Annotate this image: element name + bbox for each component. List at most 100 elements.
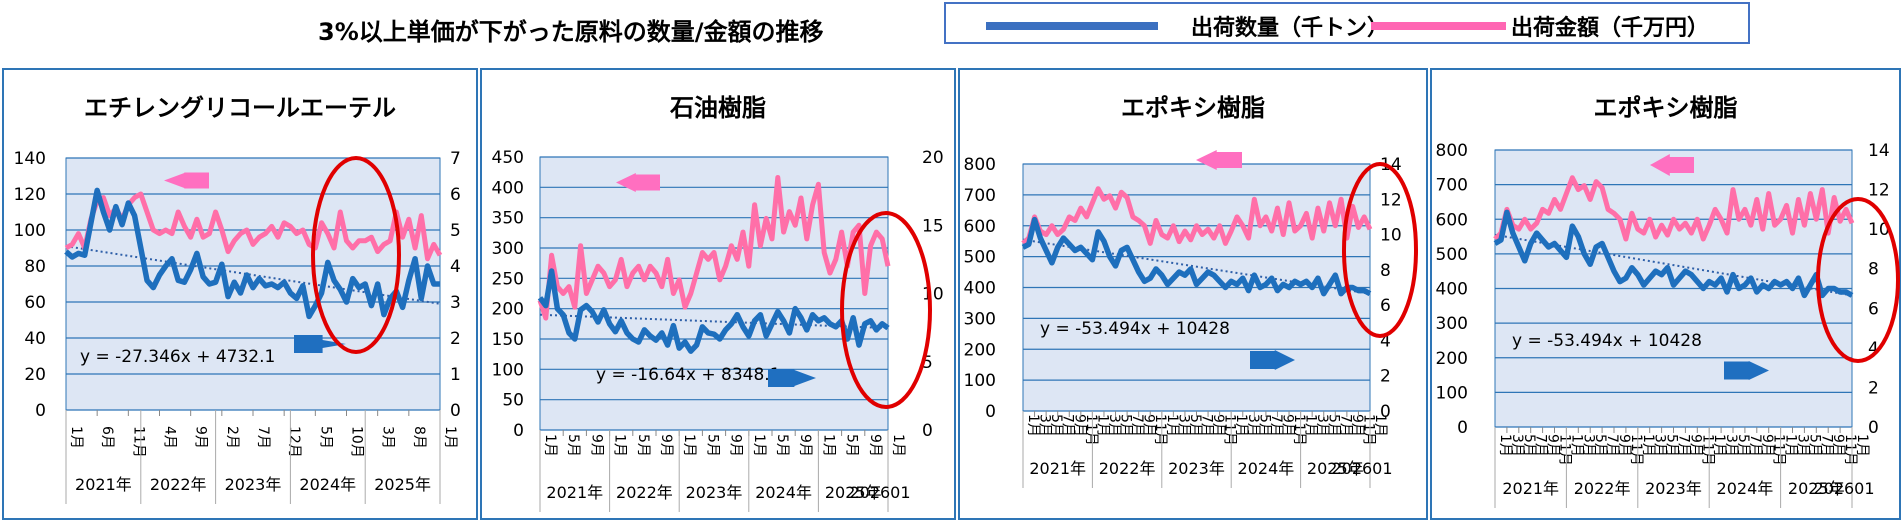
y-tick-label: 100 bbox=[492, 360, 524, 380]
x-tick-label: 9月 bbox=[1071, 414, 1087, 437]
y-tick-label: 0 bbox=[1457, 418, 1468, 438]
axis-arrow-right-blue bbox=[1250, 350, 1295, 370]
x-tick-label: 5月 bbox=[1664, 434, 1680, 457]
year-label: 2023年 bbox=[1645, 479, 1702, 498]
y-tick-label: 500 bbox=[964, 248, 996, 268]
y2-tick-label: 1 bbox=[450, 365, 461, 385]
x-tick-label: 3月 bbox=[1580, 434, 1596, 457]
y2-tick-label: 15 bbox=[922, 216, 944, 236]
legend-label-amount: 出荷金額（千万円） bbox=[1511, 16, 1710, 41]
x-tick-label: 10月 bbox=[349, 426, 365, 458]
chart-panel-ethylene-glycol-ether: エチレングリコールエーテル 0 20 40 60 80 100 120 140 0 1 2 3 4 5 6 7… bbox=[2, 68, 478, 520]
x-tick-label: 4月 bbox=[162, 426, 178, 449]
y2-tick-label: 8 bbox=[1380, 261, 1391, 281]
y-tick-label: 400 bbox=[492, 178, 524, 198]
x-tick-label: 1月 bbox=[1094, 414, 1110, 437]
y-tick-label: 0 bbox=[513, 421, 524, 441]
x-tick-label: 3月 bbox=[1652, 434, 1668, 457]
page-title: 3%以上単価が下がった原料の数量/金額の推移 bbox=[318, 18, 824, 46]
x-tick-label: 11月 bbox=[1291, 414, 1307, 446]
year-label: 2025年 bbox=[825, 483, 882, 502]
y-tick-label: 300 bbox=[492, 239, 524, 259]
year-label: 2021年 bbox=[546, 483, 603, 502]
y2-tick-label: 4 bbox=[1380, 331, 1391, 351]
legend-swatch-amount bbox=[1371, 22, 1506, 30]
year-label: 2022年 bbox=[1574, 479, 1631, 498]
y-tick-label: 140 bbox=[14, 149, 46, 169]
axis-arrow-left-pink bbox=[1196, 150, 1242, 170]
series-line-amount bbox=[537, 174, 891, 321]
x-tick-label: 3月 bbox=[1314, 414, 1330, 437]
chart-title: エチレングリコールエーテル bbox=[84, 94, 396, 122]
x-tick-label: 3月 bbox=[1106, 414, 1122, 437]
y-tick-label: 250 bbox=[492, 269, 524, 289]
x-tick-label: 5月 bbox=[774, 434, 790, 457]
x-tick-label: 9月 bbox=[1210, 414, 1226, 437]
y2-tick-label: 6 bbox=[1380, 296, 1391, 316]
x-tick-label: 1月 bbox=[681, 434, 697, 457]
y-tick-label: 200 bbox=[964, 340, 996, 360]
year-label: 2021年 bbox=[75, 475, 132, 494]
x-tick-label: 7月 bbox=[1268, 414, 1284, 437]
x-tick-label: 1月 bbox=[1568, 434, 1584, 457]
y-tick-label: 400 bbox=[964, 279, 996, 299]
x-tick-label: 1月 bbox=[1640, 434, 1656, 457]
x-tick-label: 6月 bbox=[99, 426, 115, 449]
x-tick-label: 3月 bbox=[380, 426, 396, 449]
x-tick-label: 5月 bbox=[1326, 414, 1342, 437]
y-tick-label: 800 bbox=[964, 155, 996, 175]
x-tick-label: 9月 bbox=[1545, 434, 1561, 457]
x-tick-label: 7月 bbox=[1337, 414, 1353, 437]
x-tick-label: 1月 bbox=[1025, 414, 1041, 437]
x-tick-label: 1月 bbox=[542, 434, 558, 457]
y-tick-label: 50 bbox=[502, 391, 524, 411]
x-tick-label: 5月 bbox=[635, 434, 651, 457]
x-tick-label: 3月 bbox=[1795, 434, 1811, 457]
legend-label-quantity: 出荷数量（千トン） bbox=[1191, 16, 1390, 41]
axis-arrow-left-pink bbox=[616, 173, 660, 192]
y-tick-label: 800 bbox=[1436, 141, 1468, 161]
x-tick-label: 9月 bbox=[797, 434, 813, 457]
series-line-amount bbox=[1021, 186, 1373, 246]
axis-arrow-right-blue bbox=[768, 369, 816, 387]
series-line-quantity bbox=[1493, 209, 1854, 299]
y-tick-label: 100 bbox=[1436, 383, 1468, 403]
year-label: 2021年 bbox=[1029, 459, 1086, 478]
y-tick-label: 0 bbox=[985, 402, 996, 422]
x-tick-label: 5月 bbox=[317, 426, 333, 449]
x-tick-label: 7月 bbox=[1199, 414, 1215, 437]
x-tick-label: 5月 bbox=[1521, 434, 1537, 457]
x-tick-label: 5月 bbox=[1187, 414, 1203, 437]
x-tick-label: 3月 bbox=[1509, 434, 1525, 457]
series-line-quantity bbox=[1021, 216, 1372, 297]
chart-title: 石油樹脂 bbox=[670, 94, 766, 122]
x-tick-label: 11月 bbox=[130, 426, 146, 458]
axis-arrow-left-pink bbox=[164, 172, 209, 189]
year-label: 2025年 bbox=[1307, 459, 1364, 478]
x-tick-label: 7月 bbox=[1818, 434, 1834, 457]
y-tick-label: 300 bbox=[1436, 314, 1468, 334]
year-label: 2025年 bbox=[374, 475, 431, 494]
y2-tick-label: 2 bbox=[450, 329, 461, 349]
y2-tick-label: 10 bbox=[922, 285, 944, 305]
x-tick-label: 1月 bbox=[1497, 434, 1513, 457]
x-tick-label: 1月 bbox=[751, 434, 767, 457]
y2-tick-label: 6 bbox=[450, 185, 461, 205]
year-label: 2022年 bbox=[616, 483, 673, 502]
x-tick-label: 5月 bbox=[565, 434, 581, 457]
x-tick-label: 7月 bbox=[1129, 414, 1145, 437]
year-label: 2023年 bbox=[225, 475, 282, 494]
x-tick-label: 3月 bbox=[1723, 434, 1739, 457]
year-label: 2023年 bbox=[1168, 459, 1225, 478]
trendline-label: y = -16.64x + 8348.1 bbox=[596, 365, 781, 385]
y-tick-label: 400 bbox=[1436, 280, 1468, 300]
legend-swatch-quantity bbox=[986, 22, 1158, 30]
chart-svg: 0100200300400500600700800024681012141月3月… bbox=[964, 150, 1418, 488]
x-tick-label: 1月 bbox=[68, 426, 84, 449]
x-tick-label: 9月 bbox=[1349, 414, 1365, 437]
series-line-quantity bbox=[64, 187, 440, 320]
y-tick-label: 600 bbox=[964, 217, 996, 237]
x-tick-label: 9月 bbox=[193, 426, 209, 449]
y-tick-label: 40 bbox=[24, 329, 46, 349]
y2-tick-label: 14 bbox=[1868, 141, 1890, 161]
